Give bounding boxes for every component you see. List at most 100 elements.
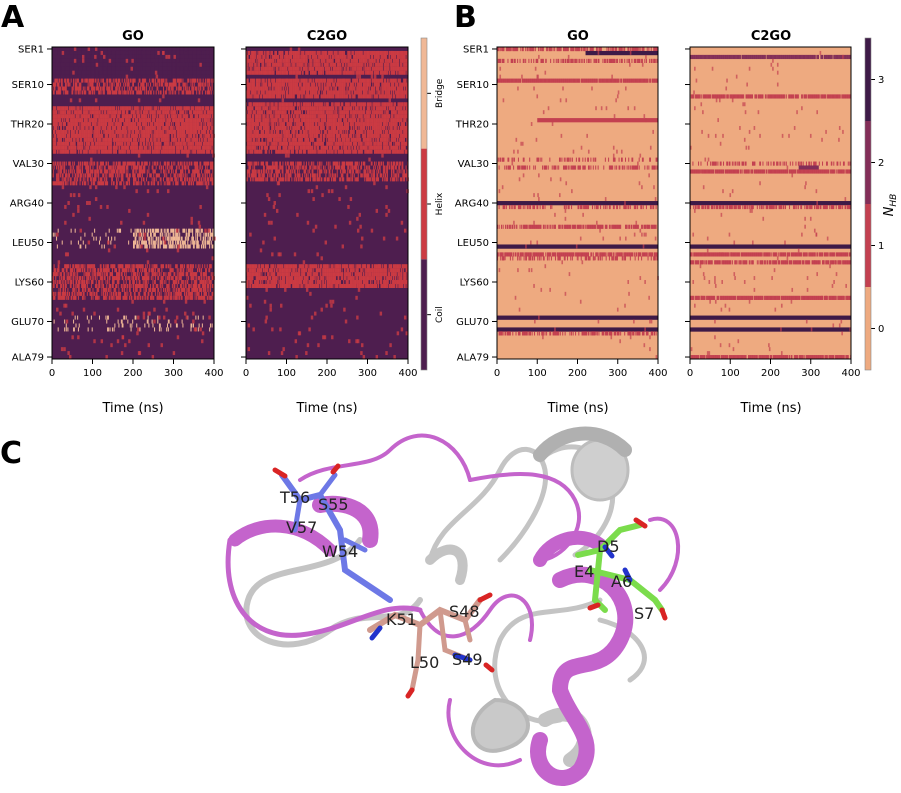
heatmap-cell	[105, 165, 106, 169]
heatmap-cell	[71, 241, 72, 245]
heatmap-cell	[137, 165, 138, 169]
heatmap-cell	[54, 165, 55, 169]
heatmap-cell	[140, 59, 141, 63]
heatmap-cell	[90, 51, 91, 55]
heatmap-cell	[187, 86, 188, 90]
heatmap-cell	[202, 181, 203, 185]
panel-a-heatmap-go	[52, 47, 216, 359]
heatmap-cell	[60, 162, 61, 166]
heatmap-cell	[75, 67, 76, 71]
heatmap-cell	[65, 51, 66, 55]
heatmap-cell	[70, 110, 71, 114]
heatmap-cell	[111, 146, 112, 150]
heatmap-cell	[104, 90, 105, 94]
heatmap-cell	[146, 83, 147, 87]
heatmap-cell	[169, 114, 170, 118]
heatmap-cell	[139, 134, 140, 138]
heatmap-cell	[144, 169, 145, 173]
heatmap-cell	[211, 90, 212, 94]
heatmap-cell	[154, 181, 155, 185]
heatmap-cell	[76, 181, 77, 185]
heatmap-cell	[67, 130, 68, 134]
heatmap-cell	[149, 244, 150, 248]
heatmap-cell	[96, 122, 97, 126]
heatmap-cell	[169, 177, 170, 181]
heatmap-cell	[78, 162, 79, 166]
heatmap-cell	[101, 75, 102, 79]
heatmap-cell	[176, 114, 177, 118]
heatmap-cell	[69, 134, 70, 138]
heatmap-cell	[94, 181, 95, 185]
heatmap-cell	[206, 126, 207, 130]
heatmap-cell	[97, 165, 98, 169]
heatmap-cell	[165, 130, 166, 134]
heatmap-cell	[156, 90, 157, 94]
heatmap-cell	[85, 55, 86, 59]
heatmap-cell	[78, 241, 79, 245]
heatmap-cell	[65, 55, 66, 59]
heatmap-cell	[179, 83, 180, 87]
heatmap-cell	[128, 90, 129, 94]
heatmap-cell	[150, 83, 151, 87]
heatmap-cell	[120, 83, 121, 87]
heatmap-cell	[195, 264, 196, 268]
heatmap-cell	[105, 173, 106, 177]
heatmap-cell	[142, 162, 143, 166]
heatmap-cell	[202, 173, 203, 177]
heatmap-cell	[170, 173, 171, 177]
heatmap-cell	[127, 165, 128, 169]
heatmap-cell	[153, 79, 154, 83]
heatmap-cell	[169, 106, 170, 110]
heatmap-cell	[101, 268, 102, 272]
heatmap-cell	[67, 51, 68, 55]
heatmap-cell	[102, 134, 103, 138]
heatmap-cell	[151, 241, 152, 245]
heatmap-cell	[110, 51, 111, 55]
heatmap-cell	[79, 165, 80, 169]
heatmap-cell	[166, 173, 167, 177]
heatmap-cell	[148, 51, 149, 55]
heatmap-cell	[200, 86, 201, 90]
heatmap-cell	[173, 126, 174, 130]
heatmap-cell	[75, 55, 76, 59]
heatmap-cell	[74, 162, 75, 166]
heatmap-cell	[193, 55, 194, 59]
heatmap-cell	[193, 90, 194, 94]
heatmap-cell	[209, 241, 210, 245]
heatmap-cell	[99, 130, 100, 134]
heatmap-cell	[161, 55, 162, 59]
heatmap-cell	[114, 118, 115, 122]
heatmap-cell	[71, 165, 72, 169]
heatmap-cell	[168, 229, 169, 233]
heatmap-cell	[169, 169, 170, 173]
heatmap-cell	[122, 86, 123, 90]
heatmap-cell	[63, 138, 64, 142]
heatmap-cell	[197, 162, 198, 166]
heatmap-cell	[127, 268, 128, 272]
heatmap-cell	[159, 79, 160, 83]
heatmap-cell	[116, 106, 117, 110]
heatmap-cell	[185, 177, 186, 181]
heatmap-cell	[62, 83, 63, 87]
heatmap-cell	[65, 110, 66, 114]
heatmap-cell	[98, 106, 99, 110]
heatmap-cell	[116, 150, 117, 154]
heatmap-cell	[127, 173, 128, 177]
heatmap-cell	[139, 237, 140, 241]
heatmap-cell	[119, 86, 120, 90]
heatmap-cell	[63, 118, 64, 122]
heatmap-cell	[196, 130, 197, 134]
heatmap-cell	[130, 268, 131, 272]
heatmap-cell	[206, 233, 207, 237]
heatmap-cell	[164, 169, 165, 173]
heatmap-cell	[90, 122, 91, 126]
heatmap-cell	[148, 169, 149, 173]
heatmap-cell	[136, 138, 137, 142]
heatmap-cell	[69, 173, 70, 177]
heatmap-cell	[152, 86, 153, 90]
heatmap-cell	[58, 169, 59, 173]
heatmap-cell	[135, 169, 136, 173]
heatmap-cell	[163, 122, 164, 126]
heatmap-cell	[135, 71, 136, 75]
heatmap-cell	[100, 110, 101, 114]
